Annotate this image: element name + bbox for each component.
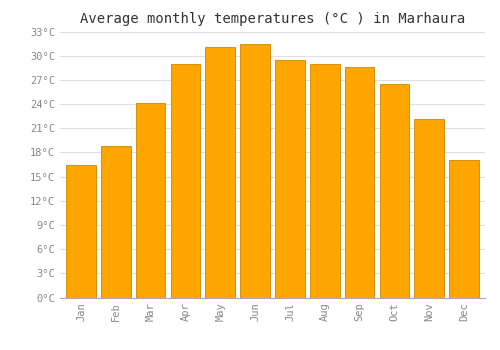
- Bar: [380, 84, 409, 298]
- Bar: [66, 164, 96, 298]
- Bar: [101, 146, 130, 298]
- Title: Average monthly temperatures (°C ) in Marhaura: Average monthly temperatures (°C ) in Ma…: [80, 12, 465, 26]
- Bar: [345, 67, 374, 298]
- Bar: [414, 119, 444, 298]
- Bar: [310, 64, 340, 298]
- Bar: [240, 44, 270, 298]
- Bar: [136, 103, 166, 298]
- Bar: [206, 47, 235, 298]
- Bar: [450, 160, 479, 298]
- Bar: [275, 60, 304, 298]
- Bar: [170, 64, 200, 298]
